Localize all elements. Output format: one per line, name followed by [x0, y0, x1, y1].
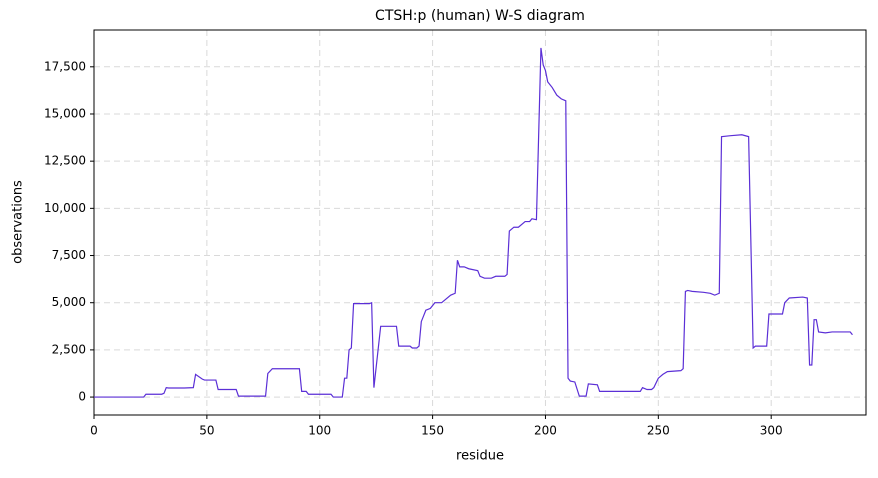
y-tick-label: 15,000 [44, 106, 86, 120]
x-tick-label: 150 [421, 424, 444, 438]
y-tick-label: 2,500 [52, 342, 86, 356]
y-tick-label: 10,000 [44, 201, 86, 215]
x-tick-label: 100 [308, 424, 331, 438]
x-tick-label: 300 [760, 424, 783, 438]
plot-frame [93, 29, 867, 416]
y-tick-label: 17,500 [44, 59, 86, 73]
y-axis-label: observations [11, 180, 26, 264]
line-series [94, 47, 853, 398]
y-tick-label: 12,500 [44, 154, 86, 168]
y-tick-label: 5,000 [52, 295, 86, 309]
y-tick-label: 0 [78, 390, 86, 404]
x-tick-label: 50 [199, 424, 214, 438]
x-tick-label: 200 [534, 424, 557, 438]
x-tick-label: 0 [90, 424, 98, 438]
y-tick-label: 7,500 [52, 248, 86, 262]
x-axis-label: residue [456, 449, 504, 464]
chart-title: CTSH:p (human) W-S diagram [375, 8, 585, 24]
x-tick-label: 250 [647, 424, 670, 438]
